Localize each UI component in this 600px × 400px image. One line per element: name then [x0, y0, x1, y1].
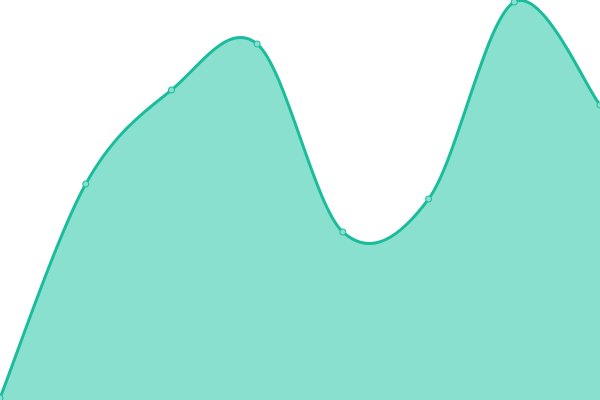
data-point-5	[425, 195, 433, 203]
data-point-7	[596, 101, 600, 109]
data-point-2	[167, 86, 175, 94]
data-point-4	[339, 228, 347, 236]
data-point-6	[510, 0, 518, 6]
data-point-3	[253, 40, 261, 48]
data-point-0	[0, 394, 4, 400]
data-point-1	[82, 180, 90, 188]
